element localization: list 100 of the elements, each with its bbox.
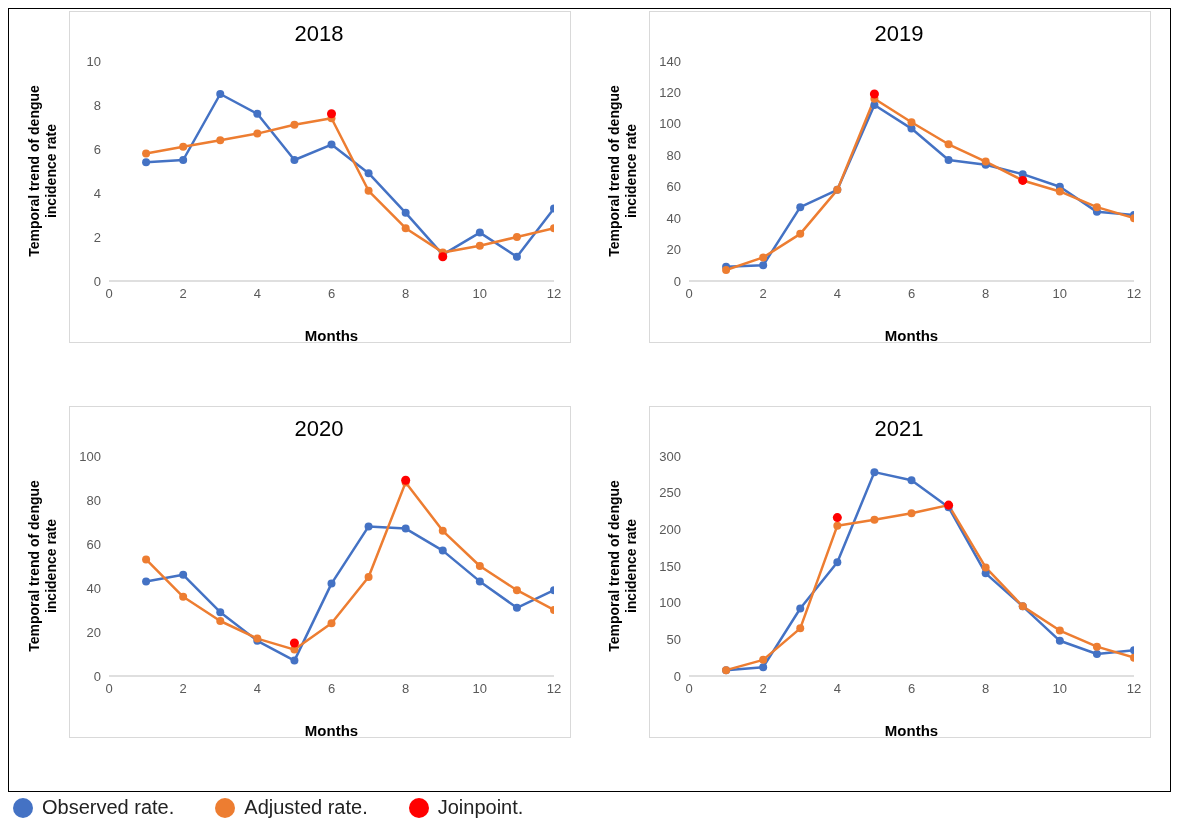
- y-tick-label: 20: [666, 242, 681, 258]
- point: [179, 592, 188, 601]
- point: [142, 577, 151, 586]
- chart-title: 2019: [874, 21, 924, 46]
- x-tick-label: 6: [327, 681, 336, 697]
- y-tick-label: 50: [666, 631, 681, 647]
- point: [216, 136, 225, 145]
- x-axis-title: Months: [884, 327, 939, 344]
- y-tick-label: 100: [659, 116, 681, 132]
- y-tick-label: 100: [659, 595, 681, 611]
- point: [759, 261, 768, 270]
- point: [907, 509, 916, 518]
- point: [142, 149, 151, 158]
- point: [401, 524, 410, 533]
- point: [216, 608, 225, 617]
- point: [401, 208, 410, 217]
- x-tick-label: 12: [546, 681, 562, 697]
- point: [869, 89, 879, 99]
- point: [981, 563, 990, 572]
- point: [796, 624, 805, 633]
- x-tick-label: 10: [472, 681, 488, 697]
- x-axis-title: Months: [304, 722, 359, 739]
- point: [1092, 650, 1101, 658]
- point: [253, 109, 262, 118]
- x-axis-title: Months: [884, 722, 939, 739]
- y-tick-label: 250: [659, 485, 681, 501]
- x-tick-label: 12: [546, 286, 562, 302]
- point: [364, 169, 373, 178]
- y-tick-label: 80: [666, 147, 681, 163]
- y-tick-label: 40: [666, 210, 681, 226]
- point: [179, 156, 188, 164]
- y-tick-label: 300: [659, 448, 681, 464]
- y-axis-title: Temporal trend of dengue incidence rate: [26, 479, 59, 652]
- chart-title: 2021: [874, 416, 924, 441]
- chart-title: 2020: [294, 416, 344, 441]
- x-tick-label: 4: [833, 681, 841, 697]
- point: [944, 140, 953, 149]
- point: [512, 603, 521, 612]
- point: [438, 526, 447, 535]
- y-tick-label: 40: [86, 580, 101, 596]
- point: [142, 555, 151, 564]
- point: [833, 521, 842, 530]
- y-tick-label: 0: [93, 273, 101, 289]
- y-axis-title: Temporal trend of dengue incidence rate: [606, 479, 639, 652]
- point: [833, 558, 842, 567]
- x-axis-title: Months: [304, 327, 359, 344]
- x-tick-label: 8: [982, 286, 990, 302]
- x-tick-label: 10: [1052, 286, 1068, 302]
- point: [1055, 636, 1064, 645]
- x-tick-label: 6: [327, 286, 336, 302]
- point: [475, 577, 484, 586]
- y-axis-title: Temporal trend of dengue incidence rate: [606, 84, 639, 257]
- legend-label: Adjusted rate.: [244, 796, 368, 819]
- point: [327, 140, 336, 149]
- y-tick-label: 4: [93, 185, 101, 201]
- x-tick-label: 12: [1126, 286, 1142, 302]
- point: [290, 156, 299, 164]
- point: [944, 156, 953, 164]
- x-tick-label: 10: [1052, 681, 1068, 697]
- x-tick-label: 12: [1126, 681, 1142, 697]
- x-tick-label: 6: [907, 681, 916, 697]
- x-tick-label: 2: [759, 286, 767, 302]
- y-tick-label: 0: [673, 668, 681, 684]
- x-tick-label: 2: [179, 286, 187, 302]
- x-tick-label: 6: [907, 286, 916, 302]
- y-tick-label: 2: [93, 229, 101, 245]
- x-tick-label: 0: [105, 681, 113, 697]
- x-tick-label: 8: [402, 681, 410, 697]
- point: [1092, 203, 1101, 212]
- chart-title: 2018: [294, 21, 344, 46]
- y-tick-label: 120: [659, 85, 681, 101]
- y-tick-label: 10: [86, 53, 101, 69]
- point: [796, 604, 805, 613]
- point: [1055, 626, 1064, 635]
- point: [438, 546, 447, 555]
- x-tick-label: 8: [402, 286, 410, 302]
- y-tick-label: 6: [93, 141, 101, 157]
- legend-label: Joinpoint.: [437, 796, 524, 819]
- y-tick-label: 150: [659, 558, 681, 574]
- point: [1055, 187, 1064, 196]
- point: [475, 228, 484, 237]
- legend-label: Observed rate.: [42, 796, 175, 819]
- x-tick-label: 4: [253, 286, 261, 302]
- x-tick-label: 2: [759, 681, 767, 697]
- point: [253, 129, 262, 138]
- y-tick-label: 60: [86, 536, 101, 552]
- point: [327, 619, 336, 628]
- x-tick-label: 0: [685, 286, 693, 302]
- point: [290, 656, 299, 665]
- point: [216, 617, 225, 625]
- point: [364, 522, 373, 531]
- x-tick-label: 0: [105, 286, 113, 302]
- point: [796, 203, 805, 212]
- x-tick-label: 4: [253, 681, 261, 697]
- point: [289, 638, 299, 648]
- point: [179, 142, 188, 151]
- point: [179, 570, 188, 579]
- point: [512, 233, 521, 241]
- point: [364, 186, 373, 195]
- y-tick-label: 20: [86, 624, 101, 640]
